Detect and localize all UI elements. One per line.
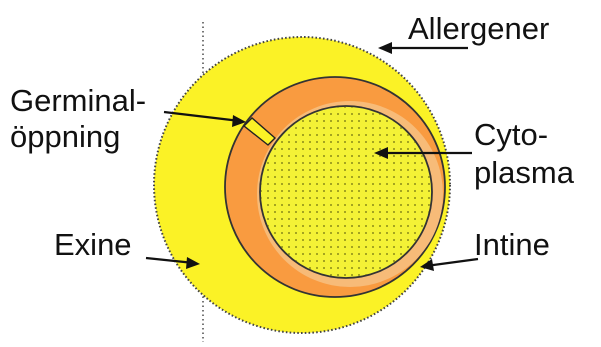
label-germinal-line2: öppning [10,119,121,154]
label-intine: Intine [474,227,550,262]
label-cyto-line2: plasma [474,155,574,190]
arrowhead-allergener [378,42,392,54]
leader-exine [145,256,195,265]
leader-germinal [163,110,241,123]
cytoplasma-texture [261,107,431,277]
label-cyto-line1: Cyto- [474,117,549,152]
arrowhead-germinal [232,115,246,127]
leader-lines [145,46,479,268]
germinal-aperture [242,117,277,146]
arrowhead-intine [420,259,434,271]
arrowhead-exine [186,257,200,269]
label-allergener: Allergener [408,11,550,46]
label-germinal-line1: Germinal- [10,83,147,118]
leader-intine [425,257,479,268]
arrowheads [186,42,434,271]
arrowhead-cytoplasma [374,147,388,159]
label-exine: Exine [54,227,132,262]
